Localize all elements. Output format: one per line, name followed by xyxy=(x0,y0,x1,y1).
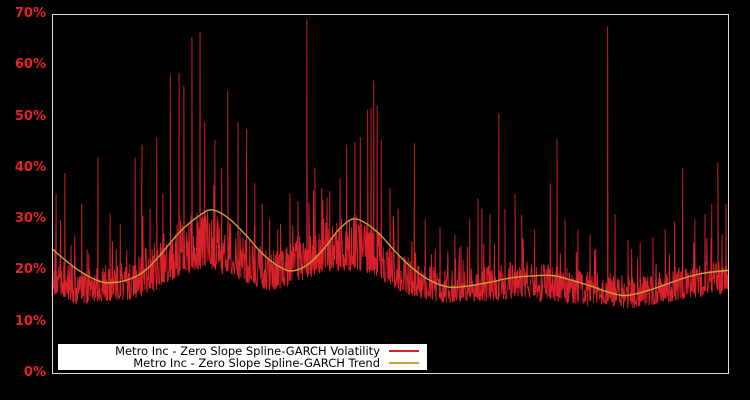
legend-row-volatility: Metro Inc - Zero Slope Spline-GARCH Vola… xyxy=(58,344,427,358)
y-axis-tick-label: 70% xyxy=(14,6,46,21)
legend-box: Metro Inc - Zero Slope Spline-GARCH Vola… xyxy=(58,344,427,370)
legend-line-sample-volatility-icon xyxy=(389,350,419,352)
y-axis-tick-label: 30% xyxy=(14,211,46,227)
legend-row-trend: Metro Inc - Zero Slope Spline-GARCH Tren… xyxy=(58,356,427,370)
y-axis-tick-label: 0% xyxy=(23,365,46,380)
y-axis-tick-label: 60% xyxy=(14,57,46,73)
y-axis-tick-label: 10% xyxy=(14,313,46,329)
legend-label-volatility: Metro Inc - Zero Slope Spline-GARCH Vola… xyxy=(115,344,380,358)
legend-label-trend: Metro Inc - Zero Slope Spline-GARCH Tren… xyxy=(133,356,380,370)
y-axis-tick-label: 40% xyxy=(14,159,46,175)
y-axis-tick-label: 50% xyxy=(14,108,46,124)
y-axis-tick-label: 20% xyxy=(14,262,46,278)
legend-line-sample-trend-icon xyxy=(389,362,419,364)
